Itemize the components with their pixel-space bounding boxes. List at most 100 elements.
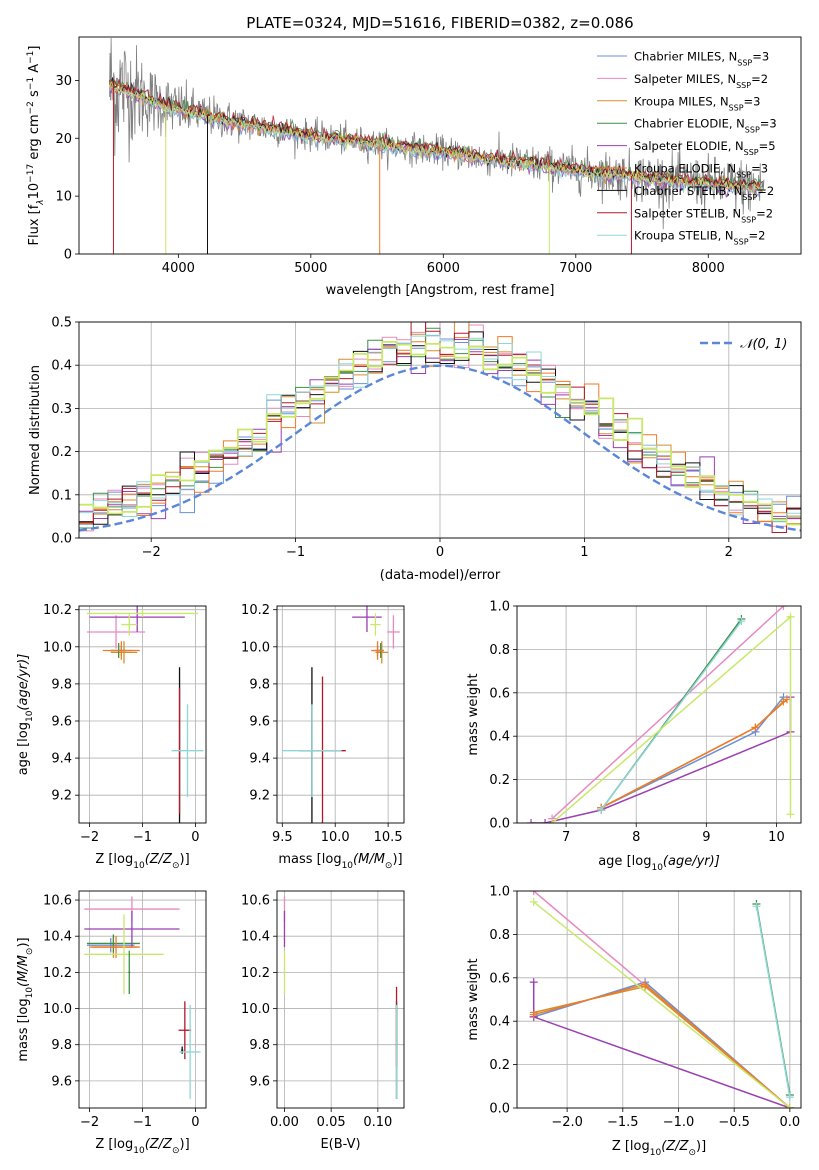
legend-label: Kroupa ELODIE, NSSP=3 xyxy=(634,162,768,180)
y-tick-label: 10.2 xyxy=(43,603,72,618)
label-part: 10 xyxy=(25,710,35,722)
mass-weight-marker xyxy=(779,606,788,610)
label-part: −17 xyxy=(26,164,36,183)
x-tick-label: −1 xyxy=(133,1115,152,1130)
label-part: mass [log xyxy=(278,852,341,867)
label-part: )] xyxy=(180,852,190,867)
x-axis-label: wavelength [Angstrom, rest frame] xyxy=(326,283,555,298)
figure-title: PLATE=0324, MJD=51616, FIBERID=0382, z=0… xyxy=(246,14,633,32)
mass-weight-marker xyxy=(785,1104,794,1108)
plot-area xyxy=(84,896,201,1099)
label-part: mass [log xyxy=(16,998,31,1061)
label-part: age [log xyxy=(16,722,31,775)
legend-subscript: SSP xyxy=(736,170,751,179)
x-tick-label: 2 xyxy=(725,545,733,560)
mass-weight-line xyxy=(755,906,791,1098)
spectrum-panel: 4000 5000 6000 7000 8000 0 10 20 30 wavelength [A… xyxy=(26,36,802,298)
label-part: (Z/Z xyxy=(145,1137,173,1152)
legend-label: Salpeter STELIB, NSSP=2 xyxy=(634,206,773,224)
plot-area xyxy=(527,606,795,823)
normal-distribution-curve xyxy=(79,364,801,532)
axes-frame xyxy=(78,321,802,539)
x-tick-label: −1 xyxy=(286,545,305,560)
label-part: −2 xyxy=(26,101,36,114)
x-tick-label: −1.5 xyxy=(607,1115,639,1130)
histogram-step xyxy=(79,334,801,522)
label-part: ⊙ xyxy=(25,948,35,956)
label-part: age [log xyxy=(598,854,651,869)
mass-vs-metallicity-panel: −2 −1 09.69.810.010.210.410.6Z [log10(Z/Z⊙… xyxy=(16,890,207,1156)
label-part: )] xyxy=(16,937,31,947)
label-part: ⊙ xyxy=(688,1148,696,1158)
x-axis-label: E(B-V) xyxy=(320,1137,360,1152)
y-tick-label: 0 xyxy=(64,248,72,263)
legend-text: Kroupa STELIB, N xyxy=(634,229,734,243)
y-tick-label: 9.2 xyxy=(249,789,270,804)
histogram-step xyxy=(79,322,801,533)
axes-frame xyxy=(516,890,802,1109)
label-part: )] xyxy=(180,1137,190,1152)
plot-area xyxy=(79,322,801,533)
x-axis-label: Z [log10(Z/Z⊙)] xyxy=(612,1139,706,1158)
massweight-vs-metallicity-panel: −2.0 −1.5 −1.0 −0.5 0.0 0.0 0.2 0.4 0.6 0.8 1.0 Z [… xyxy=(466,885,802,1158)
y-tick-label: 1.0 xyxy=(489,600,510,615)
histogram-step xyxy=(79,336,801,524)
label-part: Z [log xyxy=(95,1137,133,1152)
mass-weight-marker xyxy=(751,723,760,732)
x-axis-label: Z [log10(Z/Z⊙)] xyxy=(95,852,189,871)
model-spectrum xyxy=(109,80,764,197)
y-tick-label: 0.8 xyxy=(489,643,510,658)
y-tick-label: 9.2 xyxy=(51,789,72,804)
mass-weight-marker xyxy=(541,819,550,823)
label-part: 10 xyxy=(27,183,42,200)
label-part: (M/M xyxy=(353,852,385,867)
y-tick-label: 9.6 xyxy=(249,714,270,729)
y-tick-label: 0.4 xyxy=(489,730,510,745)
y-tick-label: 10.4 xyxy=(43,930,72,945)
legend-label: Salpeter ELODIE, NSSP=5 xyxy=(634,139,776,157)
y-axis-label: age [log10(age/yr)] xyxy=(16,654,35,776)
label-part: −1 xyxy=(26,51,36,64)
mass-weight-line xyxy=(600,698,788,809)
legend-text: =3 xyxy=(744,94,761,108)
legend-subscript: SSP xyxy=(742,192,757,201)
y-tick-label: 9.8 xyxy=(249,677,270,692)
label-part: 10 xyxy=(651,863,663,873)
y-tick-label: 9.6 xyxy=(51,1074,72,1089)
legend-label: 𝒩(0, 1) xyxy=(740,337,787,352)
legend-text: =5 xyxy=(759,139,776,153)
x-tick-label: 9.5 xyxy=(272,830,293,845)
x-tick-label: 10.5 xyxy=(374,830,403,845)
x-tick-label: 10 xyxy=(768,830,785,845)
label-part: )] xyxy=(392,852,402,867)
x-axis-label: age [log10(age/yr)] xyxy=(598,854,720,873)
legend-text: Chabrier STELIB, N xyxy=(634,184,742,198)
legend-text: Chabrier ELODIE, N xyxy=(634,117,745,131)
y-tick-label: 10.0 xyxy=(43,640,72,655)
mass-weight-marker xyxy=(529,897,538,906)
legend-text: =2 xyxy=(757,184,774,198)
y-axis-label: Flux [fλ10−17 erg cm−2 s−1 A−1] xyxy=(26,46,46,246)
label-part: (Z/Z xyxy=(145,852,173,867)
axes-frame xyxy=(276,890,405,1109)
plot-area xyxy=(283,896,398,1099)
label-part: 10 xyxy=(133,1146,145,1156)
y-tick-label: 0.1 xyxy=(51,488,72,503)
legend-text: Salpeter MILES, N xyxy=(634,72,736,86)
mass-weight-marker xyxy=(782,695,791,704)
x-tick-label: 0.0 xyxy=(780,1115,801,1130)
mass-weight-line xyxy=(531,697,792,823)
x-tick-label: 0 xyxy=(191,830,199,845)
mass-weight-marker xyxy=(752,902,761,911)
x-tick-label: −2 xyxy=(80,830,99,845)
plot-area xyxy=(529,891,794,1108)
y-tick-label: 0.8 xyxy=(489,928,510,943)
x-tick-label: 0.00 xyxy=(270,1115,299,1130)
mass-weight-marker xyxy=(597,805,606,814)
mass-vs-ebv-panel: 0.00 0.05 0.10 9.6 9.8 10.0 10.2 10.4 10.6 E(B-V) xyxy=(241,890,405,1152)
model-spectrum xyxy=(109,86,764,195)
y-tick-label: 10.0 xyxy=(241,640,270,655)
x-tick-label: −2 xyxy=(80,1115,99,1130)
y-tick-label: 0.2 xyxy=(51,445,72,460)
axes-frame xyxy=(78,890,207,1109)
